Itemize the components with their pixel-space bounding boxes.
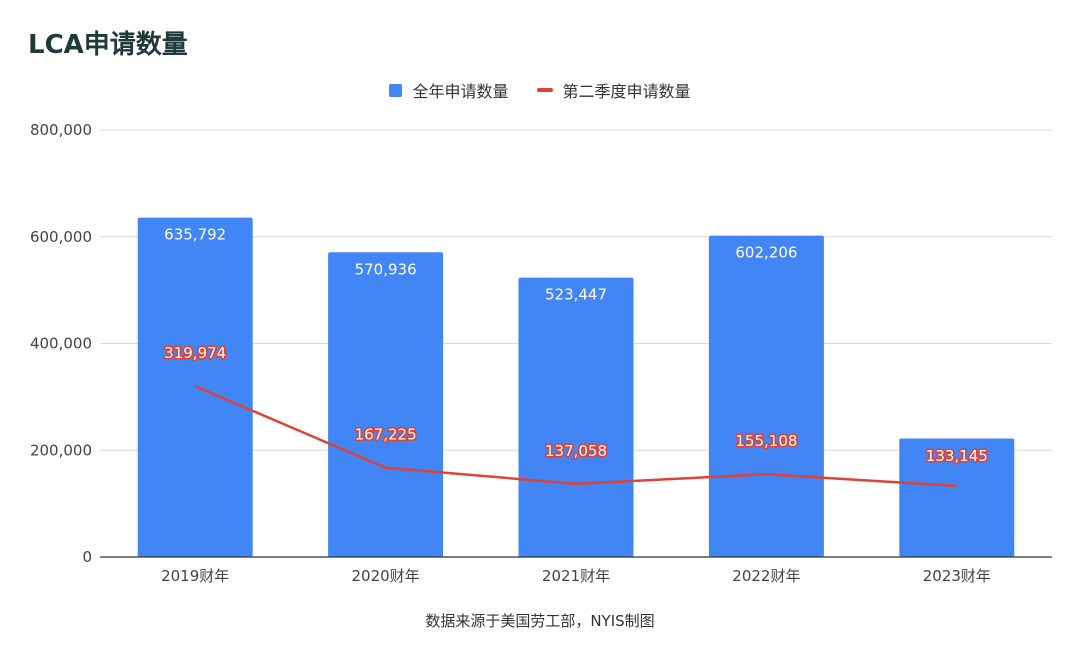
legend: 全年申请数量 第二季度申请数量 [0,78,1080,102]
bar-data-label: 523,447 [545,286,607,304]
y-tick-label: 600,000 [30,228,92,246]
bar-data-label: 602,206 [735,244,797,262]
legend-line-swatch [536,88,553,92]
x-tick-label: 2023财年 [923,567,991,585]
x-tick-label: 2021财年 [542,567,610,585]
bar [328,252,444,557]
y-tick-label: 0 [82,548,92,566]
legend-item-line: 第二季度申请数量 [536,78,691,102]
bar-data-label: 570,936 [355,260,417,278]
y-tick-label: 800,000 [30,121,92,139]
x-tick-label: 2022财年 [732,567,800,585]
legend-item-bar: 全年申请数量 [389,78,509,102]
legend-line-label: 第二季度申请数量 [562,82,691,101]
bar [518,277,634,557]
source-note: 数据来源于美国劳工部，NYIS制图 [425,612,655,630]
bar [708,235,824,557]
bar-data-label: 635,792 [164,226,226,244]
line-data-label: 319,974 [164,344,226,362]
legend-bar-swatch [389,83,403,97]
y-tick-label: 200,000 [30,441,92,459]
bar [899,438,1015,557]
legend-bar-label: 全年申请数量 [412,82,509,101]
line-data-label: 133,145 [926,447,988,465]
y-tick-label: 400,000 [30,335,92,353]
line-data-label: 137,058 [545,442,607,460]
line-data-label: 167,225 [355,426,417,444]
line-data-label: 155,108 [735,432,797,450]
x-tick-label: 2020财年 [352,567,420,585]
chart-title: LCA申请数量 [28,30,188,60]
x-tick-label: 2019财年 [161,567,229,585]
